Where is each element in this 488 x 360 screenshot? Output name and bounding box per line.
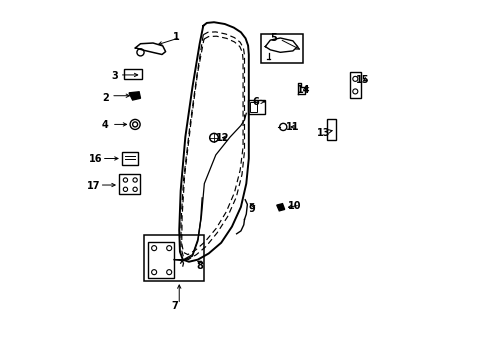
Text: 10: 10: [287, 201, 301, 211]
Bar: [247, 100, 265, 114]
Bar: [349, 72, 360, 98]
Bar: [250, 102, 256, 112]
Text: 11: 11: [285, 122, 299, 132]
Text: 16: 16: [89, 154, 102, 164]
Text: 4: 4: [102, 121, 108, 130]
Text: 6: 6: [251, 97, 258, 107]
Polygon shape: [129, 92, 140, 100]
Text: 14: 14: [296, 85, 310, 95]
Text: 5: 5: [269, 33, 276, 43]
Text: 15: 15: [355, 75, 369, 85]
Bar: [148, 242, 174, 278]
Bar: [124, 69, 142, 78]
Text: 17: 17: [87, 181, 101, 192]
Bar: [326, 119, 335, 140]
Text: 12: 12: [216, 133, 229, 143]
Text: 2: 2: [102, 93, 108, 103]
Text: 8: 8: [196, 261, 203, 271]
Polygon shape: [276, 204, 284, 211]
Text: 3: 3: [111, 71, 118, 81]
Text: 7: 7: [171, 301, 178, 311]
Bar: [260, 34, 303, 63]
Bar: [122, 152, 137, 165]
Bar: [144, 235, 204, 281]
Text: 1: 1: [173, 32, 180, 41]
Bar: [119, 174, 140, 194]
Text: 13: 13: [316, 129, 329, 138]
Text: 9: 9: [248, 204, 255, 214]
